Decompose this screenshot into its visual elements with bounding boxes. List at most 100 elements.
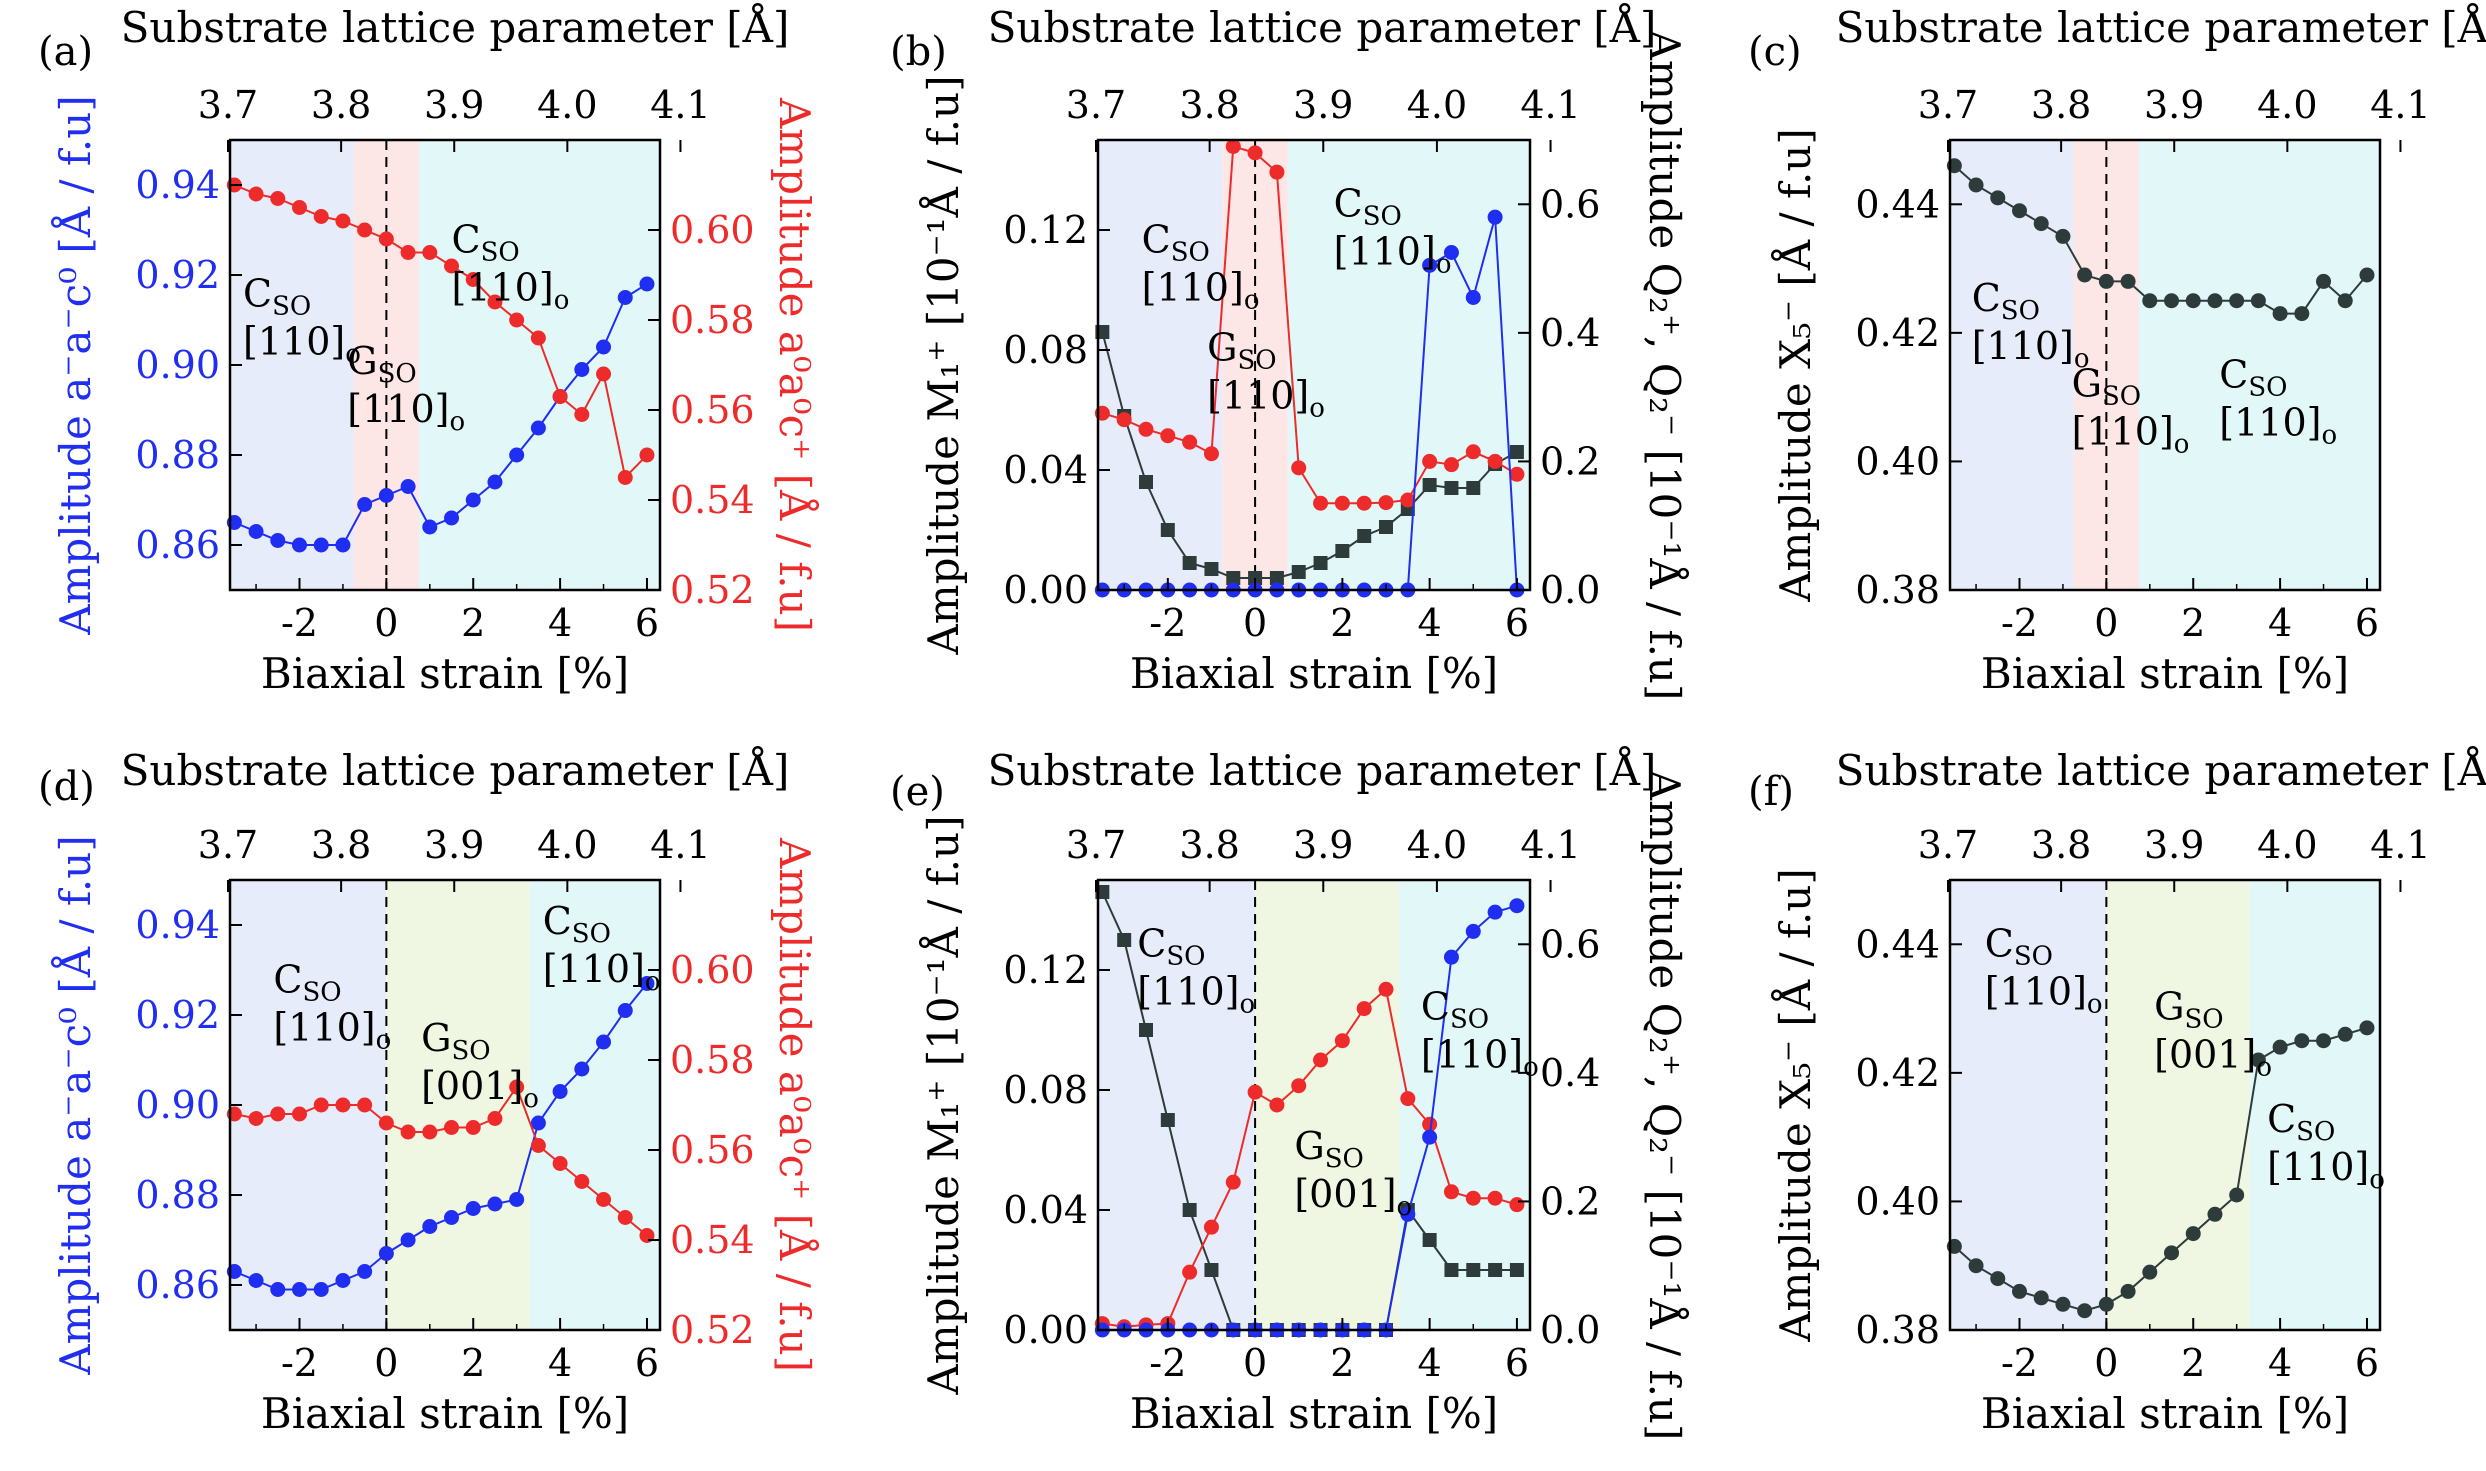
data-point-M1+ <box>1291 565 1306 579</box>
y-tick-label: 0.38 <box>1855 568 1940 612</box>
data-point-M1+ <box>1444 1263 1459 1277</box>
data-point-Q2- <box>1422 1129 1438 1145</box>
data-point-Q2+ <box>1487 1190 1503 1206</box>
data-point-a-a-c0 <box>509 1192 525 1207</box>
top-tick-label: 4.1 <box>1520 823 1580 867</box>
y-tick-label: 0.44 <box>1855 182 1940 226</box>
y-tick-label: 0.94 <box>135 903 220 947</box>
x-axis-title: Biaxial strain [%] <box>261 1389 629 1438</box>
x-tick-label: 6 <box>1505 1341 1529 1385</box>
y-tick-label: 0.08 <box>1003 328 1088 372</box>
top-axis-title: Substrate lattice parameter [Å] <box>988 745 1657 795</box>
phase-label-c1: CSO <box>273 958 341 1008</box>
phase-orientation-c2: [110]o <box>452 266 570 316</box>
data-point-M1+ <box>1313 556 1328 570</box>
panel-label: (d) <box>38 764 95 810</box>
left-axis-title: Amplitude a⁻a⁻c⁰ [Å / f.u] <box>50 95 100 635</box>
data-point-a0a0c+ <box>313 1097 329 1113</box>
x-tick-label: 4 <box>2268 1341 2292 1385</box>
y-tick-label: 0.86 <box>135 523 220 567</box>
phase-orientation-c2: [110]o <box>543 947 661 997</box>
data-point-M1+ <box>1204 1263 1219 1277</box>
y-tick-label: 0.86 <box>135 1263 220 1307</box>
right-axis-title: Amplitude Q₂⁺, Q₂⁻ [10⁻¹Å / f.u] <box>1640 29 1690 701</box>
y-tick-label: 0.90 <box>135 343 220 387</box>
data-point-M1+ <box>1139 475 1153 489</box>
data-point-a0a0c+ <box>596 1192 612 1207</box>
y-tick-label: 0.08 <box>1003 1068 1088 1112</box>
data-point-a0a0c+ <box>444 258 460 274</box>
data-point-a-a-c0 <box>444 1210 460 1225</box>
data-point-X5- <box>2011 203 2027 219</box>
x-tick-label: 2 <box>1330 1341 1354 1385</box>
data-point-M1+ <box>1379 520 1393 534</box>
x-tick-label: 0 <box>374 1341 398 1385</box>
data-point-M1+ <box>1160 523 1175 537</box>
top-tick-label: 3.7 <box>1918 83 1978 127</box>
data-point-X5- <box>2250 293 2266 309</box>
data-point-a0a0c+ <box>639 447 655 463</box>
data-point-X5- <box>2294 1033 2310 1049</box>
right-y-tick-label: 0.58 <box>670 1038 755 1082</box>
data-point-Q2+ <box>1334 1033 1350 1049</box>
data-point-a0a0c+ <box>509 1079 525 1095</box>
data-point-a-a-c0 <box>639 276 655 292</box>
data-point-Q2- <box>1487 904 1503 920</box>
panel-label: (f) <box>1748 769 1794 815</box>
data-point-Q2+ <box>1116 412 1132 428</box>
x-tick-label: 6 <box>635 1341 659 1385</box>
left-axis-title: Amplitude X₅⁻ [Å / f.u] <box>1770 128 1820 603</box>
data-point-Q2- <box>1465 923 1481 939</box>
region-green <box>2106 880 2250 1330</box>
y-tick-label: 0.92 <box>135 253 220 297</box>
data-point-M1+ <box>1160 1113 1175 1127</box>
data-point-X5- <box>2250 1052 2266 1068</box>
x-tick-label: 4 <box>548 1341 572 1385</box>
right-y-tick-label: 0.0 <box>1540 568 1600 612</box>
x-tick-label: 2 <box>2181 601 2205 645</box>
data-point-a0a0c+ <box>465 1120 481 1135</box>
data-point-a0a0c+ <box>291 200 307 215</box>
top-tick-label: 4.0 <box>1407 83 1467 127</box>
y-tick-label: 0.94 <box>135 163 220 207</box>
data-point-M1+ <box>1422 478 1437 492</box>
data-point-M1+ <box>1509 445 1524 459</box>
top-tick-label: 3.8 <box>1179 823 1239 867</box>
phase-label-c2: CSO <box>2219 353 2287 403</box>
data-point-X5- <box>2098 273 2114 289</box>
data-point-Q2+ <box>1509 1197 1525 1213</box>
phase-orientation-c2: [110]o <box>2267 1145 2385 1195</box>
phase-orientation-g1: [110]o <box>347 387 465 437</box>
x-axis-title: Biaxial strain [%] <box>1981 649 2349 698</box>
data-point-a0a0c+ <box>617 470 633 485</box>
y-tick-label: 0.12 <box>1003 948 1088 992</box>
panel-label: (c) <box>1748 29 1802 75</box>
data-point-X5- <box>2077 267 2093 283</box>
phase-label-g1: GSO <box>2154 985 2224 1035</box>
top-tick-label: 3.9 <box>1293 823 1353 867</box>
top-axis-title: Substrate lattice parameter [Å] <box>1836 2 2486 52</box>
top-tick-label: 3.7 <box>1066 83 1126 127</box>
data-point-a0a0c+ <box>400 245 416 260</box>
data-point-a0a0c+ <box>530 1138 546 1153</box>
data-point-X5- <box>2142 1264 2158 1280</box>
x-tick-label: 6 <box>2355 1341 2379 1385</box>
data-point-Q2+ <box>1356 1001 1372 1017</box>
right-y-tick-label: 0.56 <box>670 1128 755 1172</box>
x-axis-title: Biaxial strain [%] <box>1130 649 1498 698</box>
panel-b: -2 0 2 4 6 3.7 3.8 3.9 4.0 4.1 0.00 0.04 0.08 0.12 0.0… <box>890 2 1690 700</box>
data-point-M1+ <box>1466 1263 1481 1277</box>
data-point-M1+ <box>1182 556 1197 570</box>
top-tick-label: 4.1 <box>1520 83 1580 127</box>
data-point-a-a-c0 <box>335 537 351 553</box>
data-point-Q2+ <box>1182 1264 1198 1280</box>
data-point-a-a-c0 <box>596 1034 612 1050</box>
data-point-a0a0c+ <box>357 1097 373 1113</box>
phase-orientation-c1: [110]o <box>243 320 361 370</box>
data-point-X5- <box>2033 1290 2049 1306</box>
data-point-a-a-c0 <box>487 1196 503 1212</box>
data-point-Q2+ <box>1487 453 1503 469</box>
data-point-X5- <box>2359 267 2375 283</box>
x-tick-label: -2 <box>2001 601 2038 645</box>
data-point-Q2- <box>1400 1206 1416 1222</box>
